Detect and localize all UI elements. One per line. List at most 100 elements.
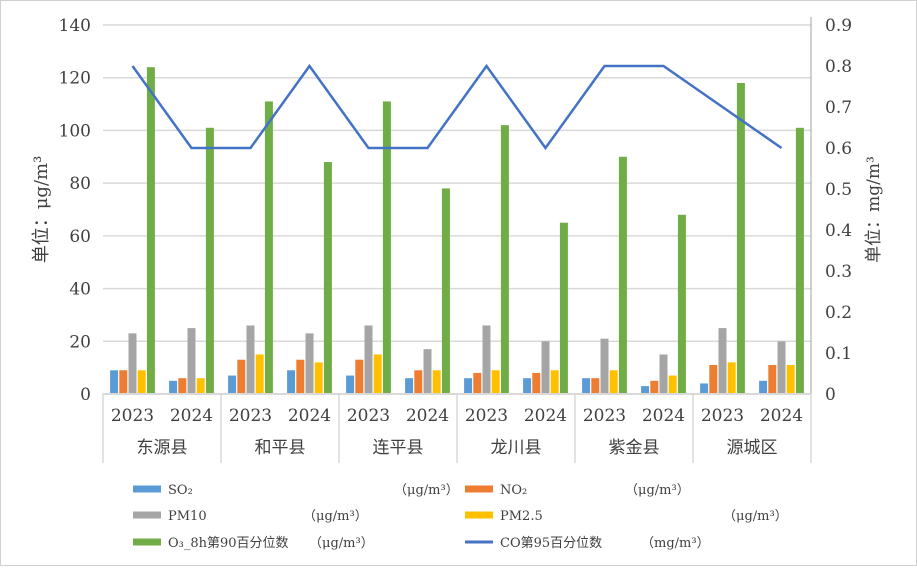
bar-2 bbox=[187, 328, 196, 394]
bar-1 bbox=[237, 359, 246, 394]
x-tick-label: 2023 bbox=[111, 406, 154, 426]
bar-0 bbox=[405, 378, 414, 394]
bar-4 bbox=[618, 156, 627, 394]
bar-3 bbox=[609, 370, 618, 394]
y2-tick-label: 0.9 bbox=[825, 16, 852, 36]
y-tick-label: 0 bbox=[80, 385, 91, 405]
group-label: 源城区 bbox=[727, 438, 778, 458]
bar-2 bbox=[600, 338, 609, 394]
group-label: 龙川县 bbox=[491, 438, 542, 458]
x-tick-label: 2023 bbox=[229, 406, 272, 426]
bar-2 bbox=[659, 354, 668, 394]
bar-2 bbox=[482, 325, 491, 394]
bar-3 bbox=[786, 365, 795, 394]
bar-3 bbox=[550, 370, 559, 394]
y2-tick-label: 0.5 bbox=[825, 180, 852, 200]
bar-2 bbox=[541, 341, 550, 394]
bar-4 bbox=[146, 67, 155, 395]
y2-tick-label: 0.8 bbox=[825, 57, 852, 77]
y2-tick-label: 0 bbox=[825, 385, 836, 405]
bar-0 bbox=[523, 378, 532, 394]
y-axis-label: 单位：μg/m³ bbox=[31, 156, 52, 264]
legend-unit: （mg/m³） bbox=[641, 536, 710, 551]
legend-unit: （μg/m³） bbox=[309, 536, 374, 551]
bar-1 bbox=[650, 380, 659, 394]
bar-3 bbox=[668, 375, 677, 394]
x-tick-label: 2023 bbox=[583, 406, 626, 426]
bar-4 bbox=[500, 125, 509, 395]
legend-swatch bbox=[133, 538, 161, 546]
bar-1 bbox=[532, 372, 541, 394]
bar-0 bbox=[641, 386, 650, 394]
y-tick-label: 100 bbox=[59, 121, 91, 141]
bar-1 bbox=[119, 370, 128, 394]
bar-2 bbox=[423, 349, 432, 394]
y2-tick-label: 0.4 bbox=[825, 221, 852, 241]
y-tick-label: 140 bbox=[59, 16, 91, 36]
bar-3 bbox=[373, 354, 382, 394]
legend-unit: （μg/m³） bbox=[723, 509, 788, 524]
y-tick-label: 80 bbox=[69, 174, 91, 194]
bar-1 bbox=[414, 370, 423, 394]
co-line bbox=[131, 63, 783, 151]
legend-unit: （μg/m³） bbox=[394, 483, 459, 498]
y2-axis-label: 单位：mg/m³ bbox=[864, 156, 884, 263]
legend-unit: （μg/m³） bbox=[625, 483, 690, 498]
legend-label: CO第95百分位数 bbox=[500, 536, 602, 551]
legend-label: NO₂ bbox=[500, 483, 527, 498]
bar-4 bbox=[736, 82, 745, 394]
y2-tick-label: 0.1 bbox=[825, 344, 852, 364]
bar-2 bbox=[305, 333, 314, 394]
y-tick-label: 20 bbox=[69, 332, 91, 352]
y2-tick-label: 0.7 bbox=[825, 98, 852, 118]
bar-2 bbox=[777, 341, 786, 394]
bar-3 bbox=[314, 362, 323, 394]
bar-4 bbox=[795, 127, 804, 395]
bar-0 bbox=[228, 375, 237, 394]
bar-0 bbox=[110, 370, 119, 394]
bar-2 bbox=[718, 328, 727, 394]
bar-2 bbox=[364, 325, 373, 394]
x-tick-label: 2024 bbox=[642, 406, 685, 426]
x-tick-label: 2024 bbox=[288, 406, 331, 426]
bar-0 bbox=[759, 380, 768, 394]
x-tick-label: 2023 bbox=[465, 406, 508, 426]
group-label: 紫金县 bbox=[609, 438, 660, 458]
bar-2 bbox=[128, 333, 137, 394]
bar-3 bbox=[727, 362, 736, 394]
y2-tick-label: 0.6 bbox=[825, 139, 852, 159]
bar-2 bbox=[246, 325, 255, 394]
y-tick-label: 120 bbox=[59, 69, 91, 89]
legend-label: PM2.5 bbox=[500, 509, 543, 524]
legend-label: SO₂ bbox=[168, 483, 193, 498]
bar-1 bbox=[178, 378, 187, 394]
legend-swatch bbox=[465, 485, 493, 493]
x-tick-label: 2023 bbox=[701, 406, 744, 426]
bar-4 bbox=[205, 127, 214, 395]
legend-label: PM10 bbox=[168, 509, 207, 524]
bar-0 bbox=[582, 378, 591, 394]
y2-tick-label: 0.3 bbox=[825, 262, 852, 282]
bar-4 bbox=[677, 214, 686, 394]
y-tick-label: 60 bbox=[69, 227, 91, 247]
legend-swatch bbox=[465, 511, 493, 519]
bar-3 bbox=[432, 370, 441, 394]
bar-4 bbox=[559, 222, 568, 394]
y-tick-label: 40 bbox=[69, 280, 91, 300]
legend-swatch bbox=[133, 511, 161, 519]
bar-3 bbox=[137, 370, 146, 394]
legend-swatch bbox=[133, 485, 161, 493]
group-label: 东源县 bbox=[137, 438, 188, 458]
bar-0 bbox=[287, 370, 296, 394]
legend-label: O₃_8h第90百分位数 bbox=[168, 536, 289, 551]
x-tick-label: 2024 bbox=[524, 406, 567, 426]
bar-1 bbox=[296, 359, 305, 394]
x-tick-label: 2024 bbox=[406, 406, 449, 426]
x-tick-label: 2024 bbox=[760, 406, 803, 426]
bar-4 bbox=[382, 101, 391, 394]
bar-1 bbox=[355, 359, 364, 394]
bar-3 bbox=[196, 378, 205, 394]
x-tick-label: 2023 bbox=[347, 406, 390, 426]
